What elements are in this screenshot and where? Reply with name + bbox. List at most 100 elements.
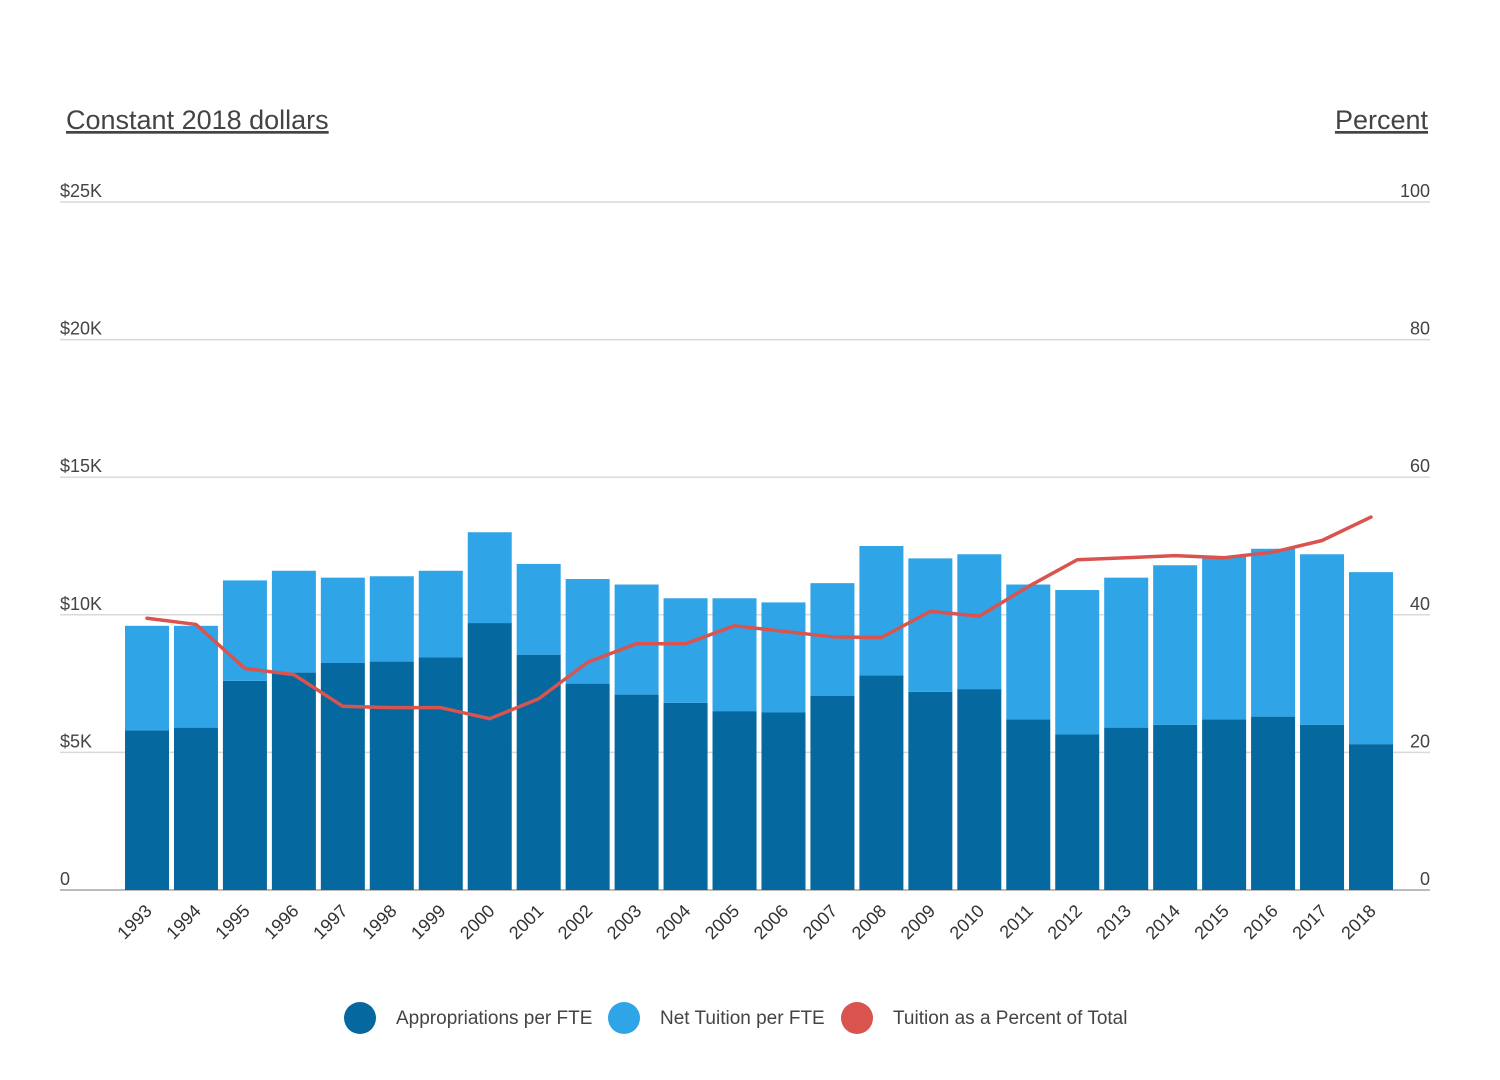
bar-appropriations-2012 xyxy=(1055,734,1100,890)
x-tick-label: 2016 xyxy=(1239,901,1281,943)
bar-net-tuition-2006 xyxy=(761,602,806,713)
left-tick-label: $15K xyxy=(60,456,102,476)
x-tick-label: 2011 xyxy=(996,901,1038,943)
bar-net-tuition-1998 xyxy=(369,576,414,662)
bar-appropriations-1997 xyxy=(320,662,365,890)
left-tick-label: $25K xyxy=(60,181,102,201)
x-axis-ticks: 1993 1994 1995 1996 1997 1998 1999 2000 2001 2002… xyxy=(113,901,1379,943)
bar-appropriations-2016 xyxy=(1251,716,1296,890)
bar-net-tuition-2002 xyxy=(565,579,610,684)
bar-appropriations-2000 xyxy=(467,623,512,890)
bar-appropriations-2013 xyxy=(1104,727,1149,890)
bar-net-tuition-2015 xyxy=(1202,557,1247,720)
bar-net-tuition-2005 xyxy=(712,598,757,712)
legend-item-1: Net Tuition per FTE xyxy=(608,1002,825,1034)
bar-appropriations-2001 xyxy=(516,654,561,890)
x-tick-label: 2010 xyxy=(946,901,988,943)
bar-appropriations-2004 xyxy=(663,702,708,890)
bar-appropriations-1995 xyxy=(222,680,267,890)
legend-swatch xyxy=(841,1002,873,1034)
legend-label: Appropriations per FTE xyxy=(396,1008,592,1029)
x-tick-label: 2006 xyxy=(750,901,792,943)
x-tick-label: 2003 xyxy=(603,901,645,943)
bar-net-tuition-1995 xyxy=(222,580,267,681)
bar-appropriations-2011 xyxy=(1006,719,1051,890)
legend-swatch xyxy=(608,1002,640,1034)
x-tick-label: 2000 xyxy=(456,901,498,943)
bar-net-tuition-2008 xyxy=(859,546,904,676)
right-tick-label: 100 xyxy=(1400,181,1430,201)
bar-net-tuition-1999 xyxy=(418,570,463,658)
bar-appropriations-2010 xyxy=(957,689,1002,890)
legend-label: Net Tuition per FTE xyxy=(660,1008,825,1029)
legend-item-0: Appropriations per FTE xyxy=(344,1002,592,1034)
x-tick-label: 1994 xyxy=(162,901,204,943)
bar-appropriations-1999 xyxy=(418,657,463,890)
x-tick-label: 2013 xyxy=(1093,901,1135,943)
left-axis-ticks: 0 $5K $10K $15K $20K $25K xyxy=(60,181,102,889)
bar-net-tuition-2017 xyxy=(1300,554,1345,725)
bars xyxy=(125,532,1393,890)
bar-net-tuition-2016 xyxy=(1251,548,1296,717)
bar-net-tuition-2003 xyxy=(614,584,659,695)
left-tick-label: 0 xyxy=(60,869,70,889)
bar-net-tuition-2004 xyxy=(663,598,708,703)
bar-net-tuition-1996 xyxy=(271,570,316,673)
x-tick-label: 2002 xyxy=(554,901,596,943)
bar-appropriations-1994 xyxy=(173,727,218,890)
bar-appropriations-2008 xyxy=(859,675,904,890)
bar-appropriations-1998 xyxy=(369,661,414,890)
left-tick-label: $5K xyxy=(60,731,92,751)
left-tick-label: $20K xyxy=(60,319,102,339)
right-tick-label: 80 xyxy=(1410,319,1430,339)
bar-appropriations-2017 xyxy=(1300,724,1345,890)
bar-net-tuition-1993 xyxy=(125,625,169,731)
bar-net-tuition-2001 xyxy=(516,563,561,655)
bar-net-tuition-2011 xyxy=(1006,584,1051,720)
x-tick-label: 1993 xyxy=(113,901,155,943)
bar-net-tuition-2018 xyxy=(1349,572,1393,745)
bar-net-tuition-2013 xyxy=(1104,577,1149,728)
x-tick-label: 2017 xyxy=(1288,901,1330,943)
bar-net-tuition-2009 xyxy=(908,558,953,692)
bar-net-tuition-2007 xyxy=(810,583,855,696)
right-tick-label: 40 xyxy=(1410,594,1430,614)
right-axis-title: Percent xyxy=(1335,105,1429,135)
line-tuition-percent xyxy=(145,515,1373,721)
x-tick-label: 2018 xyxy=(1337,901,1379,943)
left-tick-label: $10K xyxy=(60,594,102,614)
x-tick-label: 2004 xyxy=(652,901,694,943)
bar-appropriations-1993 xyxy=(125,730,169,890)
bar-net-tuition-2000 xyxy=(467,532,512,624)
bar-net-tuition-1997 xyxy=(320,577,365,663)
x-tick-label: 2001 xyxy=(505,901,547,943)
bar-appropriations-2018 xyxy=(1349,744,1393,890)
bar-appropriations-2009 xyxy=(908,691,953,890)
bar-net-tuition-2010 xyxy=(957,554,1002,690)
right-tick-label: 60 xyxy=(1410,456,1430,476)
bar-appropriations-2007 xyxy=(810,695,855,890)
x-tick-label: 1998 xyxy=(358,901,400,943)
bar-appropriations-2002 xyxy=(565,683,610,890)
x-tick-label: 2008 xyxy=(848,901,890,943)
bar-appropriations-2003 xyxy=(614,694,659,890)
legend-swatch xyxy=(344,1002,376,1034)
x-tick-label: 2009 xyxy=(897,901,939,943)
bar-appropriations-2014 xyxy=(1153,724,1198,890)
right-tick-label: 0 xyxy=(1420,869,1430,889)
tuition-percent-line xyxy=(145,515,1373,721)
legend-item-2: Tuition as a Percent of Total xyxy=(841,1002,1127,1034)
right-axis-ticks: 0 20 40 60 80 100 xyxy=(1400,181,1430,889)
x-tick-label: 2015 xyxy=(1190,901,1232,943)
bar-net-tuition-2014 xyxy=(1153,565,1198,725)
x-tick-label: 1997 xyxy=(309,901,351,943)
left-axis-title: Constant 2018 dollars xyxy=(66,105,329,135)
bar-appropriations-2006 xyxy=(761,712,806,890)
x-tick-label: 2014 xyxy=(1142,901,1184,943)
legend-label: Tuition as a Percent of Total xyxy=(893,1008,1127,1029)
x-tick-label: 2007 xyxy=(799,901,841,943)
bar-appropriations-1996 xyxy=(271,672,316,890)
bar-appropriations-2015 xyxy=(1202,719,1247,890)
legend: Appropriations per FTE Net Tuition per FT… xyxy=(344,1002,1127,1034)
